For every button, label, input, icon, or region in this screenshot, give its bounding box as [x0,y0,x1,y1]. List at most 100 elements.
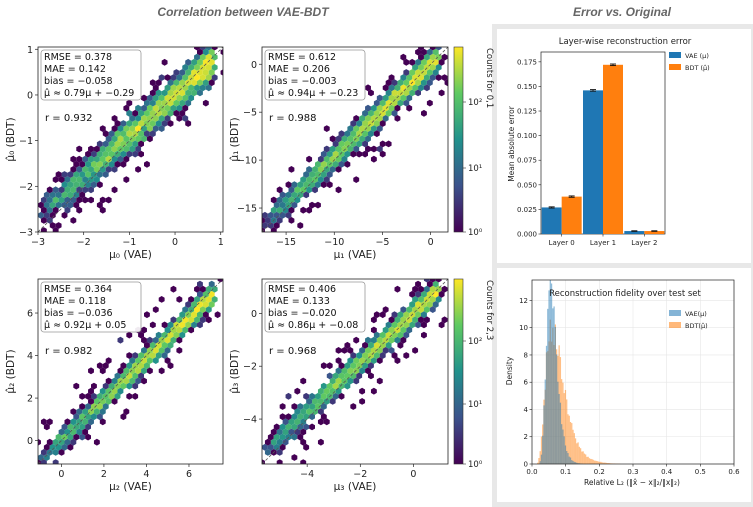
identity-line [262,47,448,232]
hexbin-cell [353,125,360,132]
hexbin-cell [70,217,77,224]
hexbin-cell [353,176,360,183]
hist-bin [566,451,568,464]
hexbin-cell [167,120,174,127]
hexbin-cell [347,367,354,375]
x-tick-label: 0 [172,237,178,248]
bar-vae [624,231,645,234]
hexbin-cells [262,279,448,464]
hexbin-cell [43,454,50,461]
hexbin-cell [123,377,130,385]
stats-line: RMSE = 0.364 [44,284,112,295]
hexbin-cell [70,438,77,446]
hist-x-tick-label: 0.3 [627,468,638,476]
hexbin-cell [267,211,274,219]
hexbin-cell [117,135,124,143]
hexbin-cell [403,79,410,87]
hexbin-cell [82,166,89,173]
hexbin-cell [412,285,419,293]
hexbin-cell [403,99,410,107]
y-tick-label: −3 [19,228,33,239]
hexbin-cell [170,316,177,324]
hexbin-cell [315,181,321,189]
hexbin-cell [208,48,215,56]
hist-bin [558,393,560,464]
hexbin-cell [38,201,44,209]
hist-bin [540,454,543,464]
hexbin-cell [164,115,171,122]
hexbin-cell [291,413,298,421]
hexbin-cell [262,217,265,224]
hexbin-cell [320,362,327,370]
hexbin-cell [329,377,336,385]
bar-vae [583,90,603,234]
hexbin-cell [129,115,136,122]
colorbar-23: 10⁰ 10¹ 10² Counts for 2,3 [453,278,494,470]
hexbin-cell [52,186,59,194]
hexbin-cell [117,387,124,395]
hexbin-cell [385,321,392,329]
hexbin-cell [320,150,327,158]
hexbin-cell [158,347,165,354]
hist-bin [559,402,562,464]
hexbin-cell [167,362,174,370]
hexbin-cell [99,387,106,395]
hexbin-cell [341,347,348,354]
bar-bdt [561,196,582,234]
hexbin-cell [40,227,47,232]
hexbin-cell [306,155,313,163]
hexbin-cell [58,186,65,194]
hist-bin [602,462,604,464]
hexbin-cell [64,428,71,436]
hexbin-cell [158,74,165,81]
x-tick-label: 4 [143,469,149,480]
hexbin-cell [435,296,442,303]
hexbin-cells [262,47,448,232]
bar-chart: Layer-wise reconstruction error Mean abs… [507,37,710,247]
hexbin-cell [76,186,83,194]
hexbin-cell [418,84,424,92]
hist-bin [582,451,584,464]
hexbin-cell [197,271,203,278]
hist-bin [543,405,545,464]
hist-bin [539,451,541,464]
hexbin-cell [35,268,41,275]
hexbin-cell [61,171,68,178]
hexbin-cell [76,196,83,204]
hexbin-cell [303,191,310,199]
hexbin-cell [70,176,77,183]
hexbin-cell [279,443,286,451]
hexbin-cell [400,53,407,61]
hexbin-cell [438,89,445,97]
hexbin-cell [294,418,301,426]
hexbin-cell [158,94,165,102]
hexbin-cell [161,89,168,97]
hexbin-cell [158,125,165,132]
stats-line: RMSE = 0.406 [268,284,336,295]
hexbin-cell [52,176,59,183]
hist-bin [542,435,544,464]
hexbin-cell [200,265,206,272]
hist-bin [601,462,603,464]
hexbin-cell [67,171,74,178]
hexbin-cell [317,408,324,415]
hexbin-cell [43,423,50,431]
hexbin-cell [309,423,315,431]
hexbin-cell [323,176,330,183]
colorbar-23-label: Counts for 2,3 [484,280,494,340]
hexbin-cell [323,155,330,163]
hexbin-cell [291,201,298,209]
hexbin-cell [421,311,427,319]
hist-bin [572,429,574,464]
hexbin-cell [185,89,192,97]
correlation-label: r = 0.932 [45,113,92,124]
hist-bin [562,429,564,464]
hexbin-cell [300,428,307,436]
hexbin-cell [55,433,62,441]
hexbin-cell [388,104,395,112]
hexbin-cell [211,53,218,61]
y-tick-label: 0 [27,90,33,101]
hexbin-cell [285,423,292,431]
hexbin-cell [164,94,171,102]
hexbin-cell [341,377,348,385]
